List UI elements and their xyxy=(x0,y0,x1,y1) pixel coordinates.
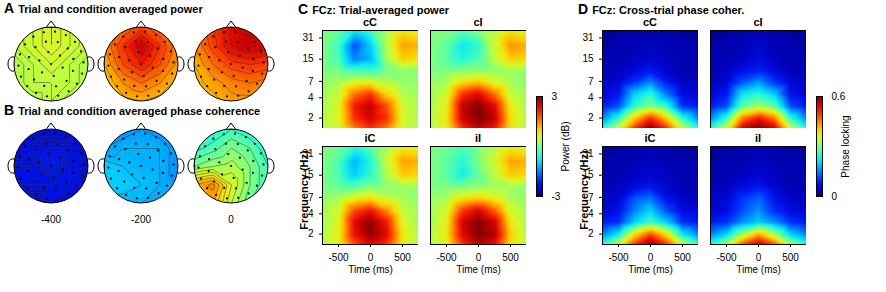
svg-text:-500: -500 xyxy=(608,252,628,263)
svg-text:500: 500 xyxy=(394,252,411,263)
html-text:A Trial and condition averaged: A Trial and condition averaged power xyxy=(4,0,203,16)
svg-text:-3: -3 xyxy=(552,191,561,202)
svg-text:3: 3 xyxy=(552,91,558,102)
html-text:iI: iI xyxy=(754,132,762,144)
svg-text:0: 0 xyxy=(832,191,838,202)
svg-text:15: 15 xyxy=(302,53,314,64)
svg-text:Frequency (Hz): Frequency (Hz) xyxy=(578,150,590,230)
html-text:cC: cC xyxy=(363,16,377,28)
html-text:iI: iI xyxy=(474,132,482,144)
html-text:cI: cI xyxy=(473,16,483,28)
svg-text:-500: -500 xyxy=(328,252,348,263)
svg-text:2: 2 xyxy=(588,112,594,123)
svg-text:Power (dB): Power (dB) xyxy=(560,121,571,171)
svg-text:Time (ms): Time (ms) xyxy=(736,264,781,275)
svg-text:0: 0 xyxy=(756,252,762,263)
svg-text:2: 2 xyxy=(307,228,314,240)
svg-text:7: 7 xyxy=(588,76,594,87)
svg-text:0: 0 xyxy=(648,252,654,263)
svg-text:Time (ms): Time (ms) xyxy=(348,264,393,275)
html-text:iC: iC xyxy=(644,132,656,144)
svg-text:Frequency (Hz): Frequency (Hz) xyxy=(298,150,310,230)
svg-text:4: 4 xyxy=(587,208,594,219)
html-text:cC: cC xyxy=(643,16,657,28)
svg-text:2: 2 xyxy=(587,228,594,240)
svg-text:7: 7 xyxy=(308,76,314,87)
svg-text:31: 31 xyxy=(302,32,314,43)
svg-text:Time (ms): Time (ms) xyxy=(628,264,673,275)
svg-text:4: 4 xyxy=(588,92,594,103)
svg-text:15: 15 xyxy=(582,53,594,64)
html-text:cI: cI xyxy=(753,16,763,28)
svg-text:31: 31 xyxy=(582,32,594,43)
svg-text:-500: -500 xyxy=(436,252,456,263)
html-text:D FCz: Cross-trial phase coher: D FCz: Cross-trial phase coher. xyxy=(578,1,745,17)
svg-text:500: 500 xyxy=(782,252,799,263)
svg-text:0: 0 xyxy=(368,252,374,263)
html-text:0: 0 xyxy=(228,214,234,225)
svg-text:7: 7 xyxy=(307,191,314,203)
svg-text:4: 4 xyxy=(307,208,314,219)
html-text:-200: -200 xyxy=(131,214,151,225)
svg-text:0.6: 0.6 xyxy=(832,91,846,102)
svg-text:Phase locking: Phase locking xyxy=(840,115,851,177)
svg-text:4: 4 xyxy=(308,92,314,103)
svg-text:7: 7 xyxy=(587,191,594,203)
svg-text:2: 2 xyxy=(308,112,314,123)
html-text:iC: iC xyxy=(364,132,376,144)
svg-text:-500: -500 xyxy=(716,252,736,263)
svg-text:500: 500 xyxy=(502,252,519,263)
html-text:-400: -400 xyxy=(41,214,61,225)
svg-text:Time (ms): Time (ms) xyxy=(456,264,501,275)
svg-text:500: 500 xyxy=(674,252,691,263)
html-text:B Trial and condition averaged: B Trial and condition averaged phase coh… xyxy=(4,102,261,118)
svg-text:0: 0 xyxy=(476,252,482,263)
html-text:C FCz: Trial-averaged power: C FCz: Trial-averaged power xyxy=(298,1,450,17)
